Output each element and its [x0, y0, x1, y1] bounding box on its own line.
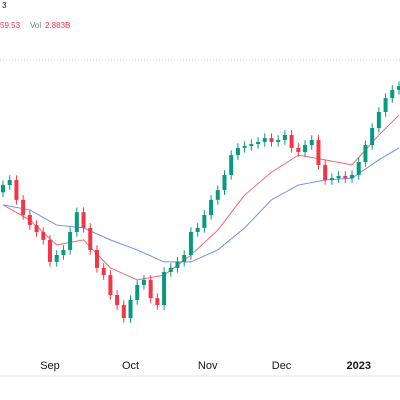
moving-average	[2, 147, 400, 263]
candle-body	[256, 141, 261, 145]
candle-body	[303, 145, 308, 152]
candle-body	[182, 254, 187, 262]
candle-body	[309, 140, 314, 146]
candle-body	[175, 261, 180, 268]
candle-body	[370, 128, 375, 146]
candle-body	[235, 147, 240, 156]
candle-body	[168, 267, 173, 272]
candle-body	[141, 279, 146, 285]
candle-body	[296, 147, 301, 152]
candle-body	[323, 164, 328, 181]
candle-body	[74, 212, 79, 232]
candle-body	[343, 175, 348, 179]
candle-body	[376, 111, 381, 129]
candle-body	[148, 279, 153, 299]
x-tick-label: Nov	[198, 360, 218, 372]
candle-body	[188, 231, 193, 255]
candle-body	[54, 254, 59, 262]
header-top: 3	[2, 1, 7, 10]
candle-body	[135, 284, 140, 301]
candle-body	[61, 249, 66, 255]
candle-body	[222, 174, 227, 191]
x-tick-label: Sep	[40, 360, 60, 372]
candle-body	[329, 178, 334, 181]
candle-body	[41, 231, 46, 240]
candle-body	[390, 89, 395, 99]
candle-body	[229, 155, 234, 175]
candle-body	[47, 239, 52, 262]
candle-body	[21, 199, 26, 215]
candle-body	[88, 227, 93, 250]
candle-body	[101, 267, 106, 276]
candle-body	[282, 134, 287, 141]
candle-body	[121, 305, 126, 318]
candle-body	[316, 140, 321, 165]
candle-body	[34, 225, 39, 232]
candle-body	[249, 144, 254, 146]
candle-body	[397, 86, 400, 90]
candle-body	[7, 180, 12, 186]
vol-label: Vol	[30, 21, 41, 30]
candle-body	[276, 140, 281, 142]
x-tick-label: 2023	[346, 360, 370, 372]
candle-body	[350, 174, 355, 179]
candle-body	[1, 185, 5, 193]
candle-body	[115, 294, 120, 306]
x-tick-label: Dec	[272, 360, 292, 372]
candle-body	[155, 298, 160, 306]
candle-body	[289, 134, 294, 148]
candle-body	[27, 214, 32, 226]
candle-body	[363, 145, 368, 163]
candle-body	[81, 212, 86, 228]
candle-body	[336, 175, 341, 179]
candle-body	[262, 138, 267, 142]
candle-body	[202, 214, 207, 228]
header-price: 59.53	[0, 21, 21, 30]
candle-body	[269, 138, 274, 142]
candle-body	[195, 227, 200, 232]
candle-body	[14, 180, 19, 200]
candle-body	[162, 271, 167, 306]
candle-body	[242, 145, 247, 148]
candle-body	[356, 162, 361, 175]
candle-body	[209, 199, 214, 215]
candle-body	[68, 231, 73, 250]
candle-body	[128, 300, 133, 318]
x-tick-label: Oct	[122, 360, 139, 372]
vol-value: 2.883B	[45, 21, 70, 30]
candle-body	[215, 190, 220, 200]
candle-body	[94, 249, 99, 268]
candle-body	[108, 275, 113, 295]
moving-average	[2, 114, 400, 281]
candle-body	[383, 98, 388, 112]
